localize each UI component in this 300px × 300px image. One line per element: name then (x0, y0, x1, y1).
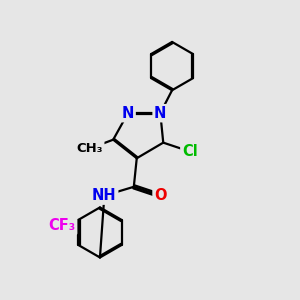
Text: Cl: Cl (182, 144, 198, 159)
Text: NH: NH (92, 188, 117, 203)
Text: N: N (154, 106, 167, 121)
Text: N: N (122, 106, 134, 121)
Text: O: O (154, 188, 167, 203)
Text: CH₃: CH₃ (76, 142, 103, 155)
Text: CF₃: CF₃ (49, 218, 76, 233)
